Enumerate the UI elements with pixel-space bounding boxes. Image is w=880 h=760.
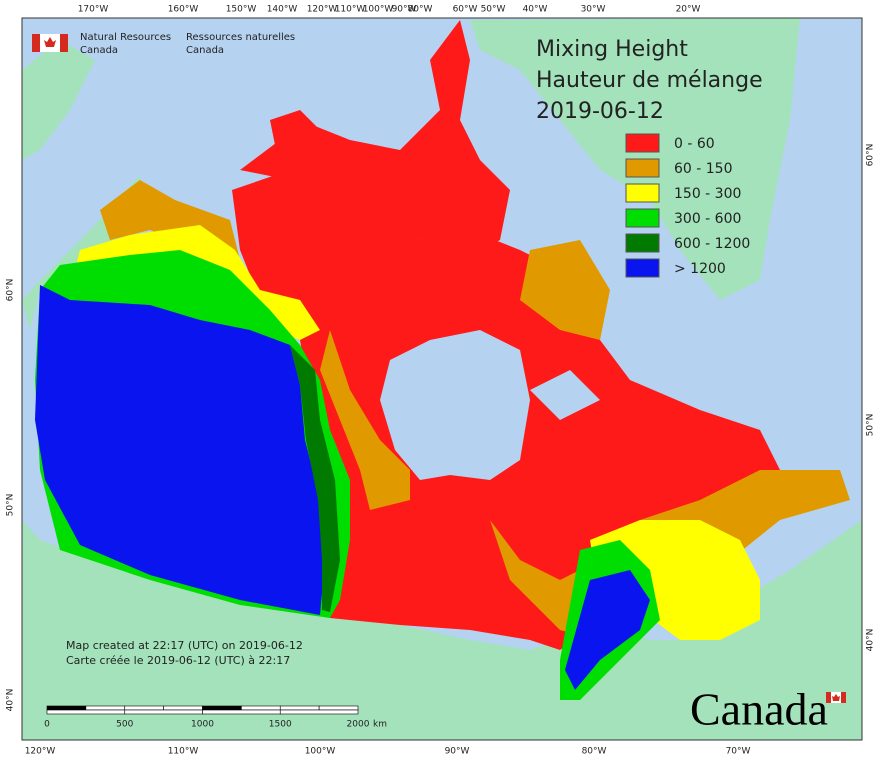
scale-segment xyxy=(279,705,320,711)
longitude-label: 90°W xyxy=(445,747,470,757)
longitude-label: 120°W xyxy=(25,747,56,757)
longitude-label: 80°W xyxy=(408,5,433,15)
scale-segment xyxy=(202,709,281,715)
maple-leaf xyxy=(44,37,56,47)
legend-label: 0 - 60 xyxy=(674,136,715,152)
scale-segment xyxy=(46,705,87,711)
flag-bar xyxy=(32,34,40,52)
region xyxy=(240,20,510,260)
region xyxy=(320,330,410,510)
land xyxy=(22,520,862,740)
nrcan-logo xyxy=(32,34,68,52)
longitude-label: 40°W xyxy=(523,5,548,15)
longitude-label: 110°W xyxy=(335,5,366,15)
longitude-label: 100°W xyxy=(305,747,336,757)
note: Carte créée le 2019-06-12 (UTC) à 22:17 xyxy=(66,654,290,667)
scale-segment xyxy=(124,705,164,711)
water xyxy=(530,370,600,420)
header-text: Ressources naturelles xyxy=(186,32,295,43)
land xyxy=(22,40,95,160)
longitude-label: 140°W xyxy=(267,5,298,15)
flag-bar xyxy=(60,34,68,52)
scale-segment xyxy=(279,709,359,715)
longitude-label: 90°W xyxy=(392,5,417,15)
legend: 0 - 60 60 - 150 150 - 300 300 - 600 600 - 12… xyxy=(625,133,750,278)
legend-label: 60 - 150 xyxy=(674,161,733,177)
water xyxy=(380,330,530,480)
longitude-label: 170°W xyxy=(78,5,109,15)
map-border xyxy=(21,17,863,741)
latitude-label: 60°N xyxy=(6,279,16,302)
legend-swatch xyxy=(625,258,660,278)
scale-label: 1500 xyxy=(269,720,292,730)
longitude-label: 160°W xyxy=(168,5,199,15)
latitude-label: 50°N xyxy=(866,414,876,437)
longitude-label: 120°W xyxy=(307,5,338,15)
scale-label: 1000 xyxy=(191,720,214,730)
legend-label: 300 - 600 xyxy=(674,211,741,227)
header-text: Natural Resources xyxy=(80,32,171,43)
note: Map created at 22:17 (UTC) on 2019-06-12 xyxy=(66,639,303,652)
longitude-label: 30°W xyxy=(581,5,606,15)
legend-swatch xyxy=(625,208,660,228)
legend-swatch xyxy=(625,133,660,153)
region xyxy=(270,110,320,150)
scale-label: 0 xyxy=(44,720,50,730)
title: Mixing Height xyxy=(536,37,688,62)
legend-swatch xyxy=(625,158,660,178)
scale-segment xyxy=(241,705,281,711)
longitude-label: 100°W xyxy=(363,5,394,15)
scale-bar: 0 500 1000 1500 2000 km xyxy=(44,705,387,730)
scale-segment xyxy=(318,705,359,711)
scale-segment xyxy=(46,709,126,715)
legend-label: 150 - 300 xyxy=(674,186,741,202)
longitude-label: 80°W xyxy=(582,747,607,757)
scale-segment xyxy=(163,705,203,711)
wordmark: Canada xyxy=(690,684,828,735)
latitude-label: 60°N xyxy=(866,144,876,167)
region xyxy=(35,285,325,615)
legend-swatch xyxy=(625,233,660,253)
header-text: Canada xyxy=(186,45,224,56)
legend-label: > 1200 xyxy=(674,261,726,277)
longitude-label: 110°W xyxy=(168,747,199,757)
longitude-label: 50°W xyxy=(481,5,506,15)
longitude-label: 20°W xyxy=(676,5,701,15)
header-text: Canada xyxy=(80,45,118,56)
title: 2019-06-12 xyxy=(536,99,664,124)
flag-bar xyxy=(826,692,831,703)
longitude-label: 70°W xyxy=(726,747,751,757)
latitude-label: 40°N xyxy=(866,629,876,652)
scale-segment xyxy=(202,705,242,711)
region xyxy=(520,240,610,340)
latitude-label: 50°N xyxy=(6,494,16,517)
scale-segment xyxy=(124,709,203,715)
scale-label: 500 xyxy=(116,720,133,730)
scale-unit: km xyxy=(373,720,387,730)
graticule-labels: 170°W 160°W 150°W 140°W 120°W110°W100°W90°W8… xyxy=(6,5,876,757)
scale-segment xyxy=(85,705,126,711)
longitude-label: 60°W xyxy=(453,5,478,15)
region xyxy=(565,570,650,690)
latitude-label: 40°N xyxy=(6,689,16,712)
map-layers xyxy=(22,18,862,740)
legend-label: 600 - 1200 xyxy=(674,236,750,252)
region xyxy=(290,345,340,612)
wordmark-flag xyxy=(826,692,846,703)
region xyxy=(590,520,760,640)
longitude-label: 150°W xyxy=(226,5,257,15)
scale-label: 2000 xyxy=(347,720,370,730)
legend-swatch xyxy=(625,183,660,203)
title: Hauteur de mélange xyxy=(536,68,763,93)
flag-bar xyxy=(841,692,846,703)
maple-leaf xyxy=(832,694,840,701)
